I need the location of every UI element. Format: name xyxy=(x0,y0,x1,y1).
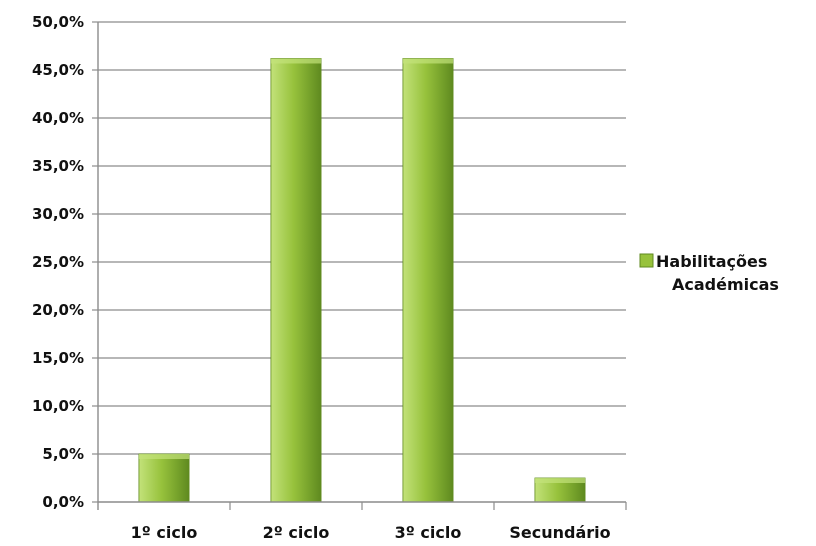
bar xyxy=(270,58,322,503)
x-tick-label: 2º ciclo xyxy=(263,523,330,542)
y-tick-label: 5,0% xyxy=(42,445,84,463)
legend-label-line-1: Habilitações xyxy=(656,252,767,271)
x-tick-label: 1º ciclo xyxy=(131,523,198,542)
axes xyxy=(97,22,626,510)
y-tick-label: 30,0% xyxy=(32,205,84,223)
bar-top-highlight xyxy=(270,58,322,64)
x-tick-label: 3º ciclo xyxy=(395,523,462,542)
gridlines xyxy=(98,21,626,455)
y-tick-label: 15,0% xyxy=(32,349,84,367)
x-axis-tick-labels: 1º ciclo 2º ciclo 3º ciclo Secundário xyxy=(131,502,627,542)
bars xyxy=(138,58,586,503)
y-tick-label: 25,0% xyxy=(32,253,84,271)
y-tick-label: 20,0% xyxy=(32,301,84,319)
y-tick-label: 0,0% xyxy=(42,493,84,511)
bar-top-highlight xyxy=(402,58,454,64)
legend: Habilitações Académicas xyxy=(639,252,779,294)
y-axis-tick-labels: 0,0% 5,0% 10,0% 15,0% 20,0% 25,0% 30,0% 35,0% 40… xyxy=(32,13,98,511)
y-tick-label: 10,0% xyxy=(32,397,84,415)
x-tick-label: Secundário xyxy=(509,523,610,542)
legend-swatch xyxy=(639,253,654,268)
y-tick-label: 40,0% xyxy=(32,109,84,127)
bar-top-highlight xyxy=(534,478,586,483)
y-tick-label: 50,0% xyxy=(32,13,84,31)
y-tick-label: 35,0% xyxy=(32,157,84,175)
legend-label-line-2: Académicas xyxy=(672,275,779,294)
bar xyxy=(402,58,454,503)
y-tick-label: 45,0% xyxy=(32,61,84,79)
bar-top-highlight xyxy=(138,454,190,459)
bar xyxy=(138,453,190,503)
